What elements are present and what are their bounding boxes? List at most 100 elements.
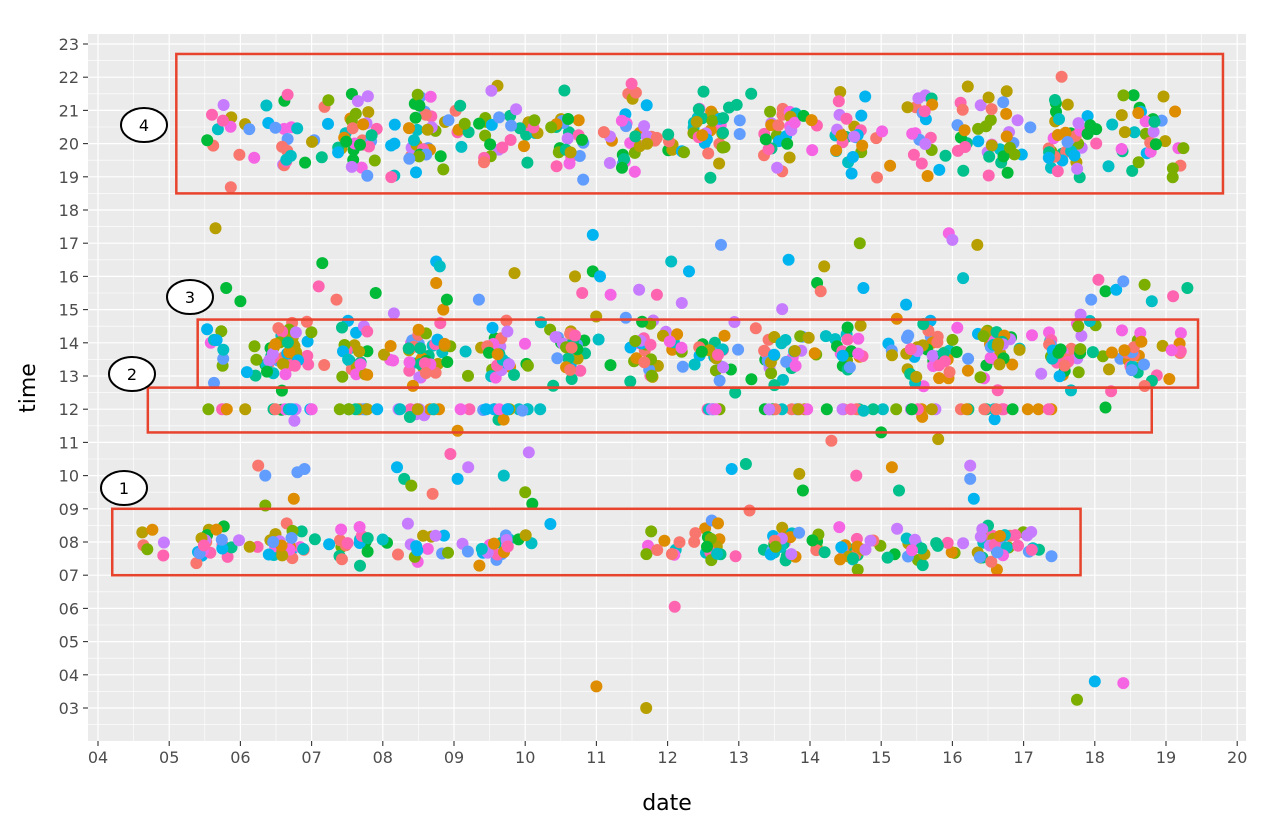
data-point (650, 131, 663, 144)
axes: 04 05 06 07 08 09 10 11 12 13 14 15 16 17 18 19 20030405… (59, 35, 1248, 767)
data-point (988, 413, 1001, 426)
data-point (1006, 403, 1019, 416)
data-point (633, 283, 646, 296)
data-point (951, 321, 964, 334)
data-point (220, 282, 233, 294)
data-point (252, 459, 265, 472)
x-tick-label: 15 (871, 748, 891, 767)
data-point (519, 529, 532, 542)
data-point (478, 156, 490, 169)
data-point (974, 371, 987, 384)
x-axis-title: date (642, 791, 692, 816)
data-point (853, 237, 866, 250)
data-point (1181, 282, 1194, 294)
data-point (250, 353, 263, 366)
data-point (819, 330, 832, 343)
data-point (1148, 115, 1161, 128)
data-point (745, 373, 758, 386)
data-point (771, 161, 784, 174)
data-point (851, 563, 864, 576)
data-point (1021, 403, 1034, 416)
y-tick-label: 11 (59, 433, 79, 452)
data-point (1051, 165, 1064, 178)
data-point (768, 379, 781, 392)
y-tick-label: 23 (59, 35, 79, 54)
data-point (1081, 110, 1094, 123)
data-point (772, 119, 785, 132)
data-point (302, 358, 315, 371)
data-point (354, 358, 367, 371)
data-point (886, 349, 898, 362)
data-point (248, 151, 261, 164)
data-point (780, 355, 793, 368)
data-point (616, 161, 628, 174)
data-point (421, 542, 434, 555)
data-point (932, 433, 945, 446)
data-point (1001, 166, 1014, 179)
data-point (1110, 283, 1123, 296)
data-point (933, 372, 946, 385)
data-point (300, 315, 313, 328)
data-point (385, 139, 398, 152)
data-point (718, 329, 731, 342)
annotation-box-1 (110, 507, 1082, 577)
data-point (881, 551, 894, 564)
data-point (1012, 539, 1024, 552)
data-point (841, 333, 854, 346)
data-point (441, 356, 454, 368)
data-point (216, 542, 229, 555)
data-point (526, 497, 539, 510)
annotation-marker-1 (100, 470, 148, 506)
data-point (239, 403, 252, 416)
x-tick-label: 10 (515, 748, 535, 767)
data-point (834, 553, 847, 566)
data-point (564, 146, 577, 159)
data-point (544, 518, 557, 530)
data-point (961, 364, 974, 377)
data-point (958, 124, 971, 137)
data-point (788, 345, 801, 357)
data-point (289, 326, 302, 339)
data-point (501, 540, 514, 553)
data-point (1026, 329, 1038, 342)
data-point (291, 122, 304, 135)
data-point (964, 459, 977, 472)
data-point (836, 349, 849, 362)
data-point (1174, 327, 1187, 340)
data-point (501, 403, 514, 416)
data-point (951, 144, 964, 157)
annotation-boxes: 1 2 3 4 (100, 52, 1225, 577)
data-point (361, 532, 374, 545)
data-point (1149, 138, 1162, 151)
x-tick-label: 18 (1085, 748, 1105, 767)
data-point (403, 364, 416, 377)
data-point (890, 403, 903, 416)
data-point (462, 461, 475, 474)
data-point (857, 282, 870, 294)
data-point (662, 128, 675, 141)
data-point (818, 260, 831, 273)
data-point (640, 702, 653, 714)
data-point (701, 540, 713, 553)
data-point (783, 151, 796, 164)
data-point (1011, 114, 1024, 127)
data-point (902, 329, 915, 342)
data-point (717, 361, 730, 374)
data-point (451, 424, 464, 437)
data-point (586, 228, 599, 241)
data-point (361, 325, 374, 338)
data-point (1072, 117, 1085, 130)
data-point (900, 298, 913, 311)
data-point (516, 404, 529, 417)
data-point (615, 114, 628, 127)
data-point (845, 403, 858, 416)
data-point (638, 356, 651, 369)
data-point (484, 138, 497, 151)
data-point (673, 536, 686, 549)
data-point (486, 321, 499, 334)
data-point (907, 148, 920, 161)
data-point (1117, 89, 1130, 102)
x-tick-label: 06 (230, 748, 250, 767)
data-point (697, 85, 710, 98)
data-point (455, 140, 468, 153)
